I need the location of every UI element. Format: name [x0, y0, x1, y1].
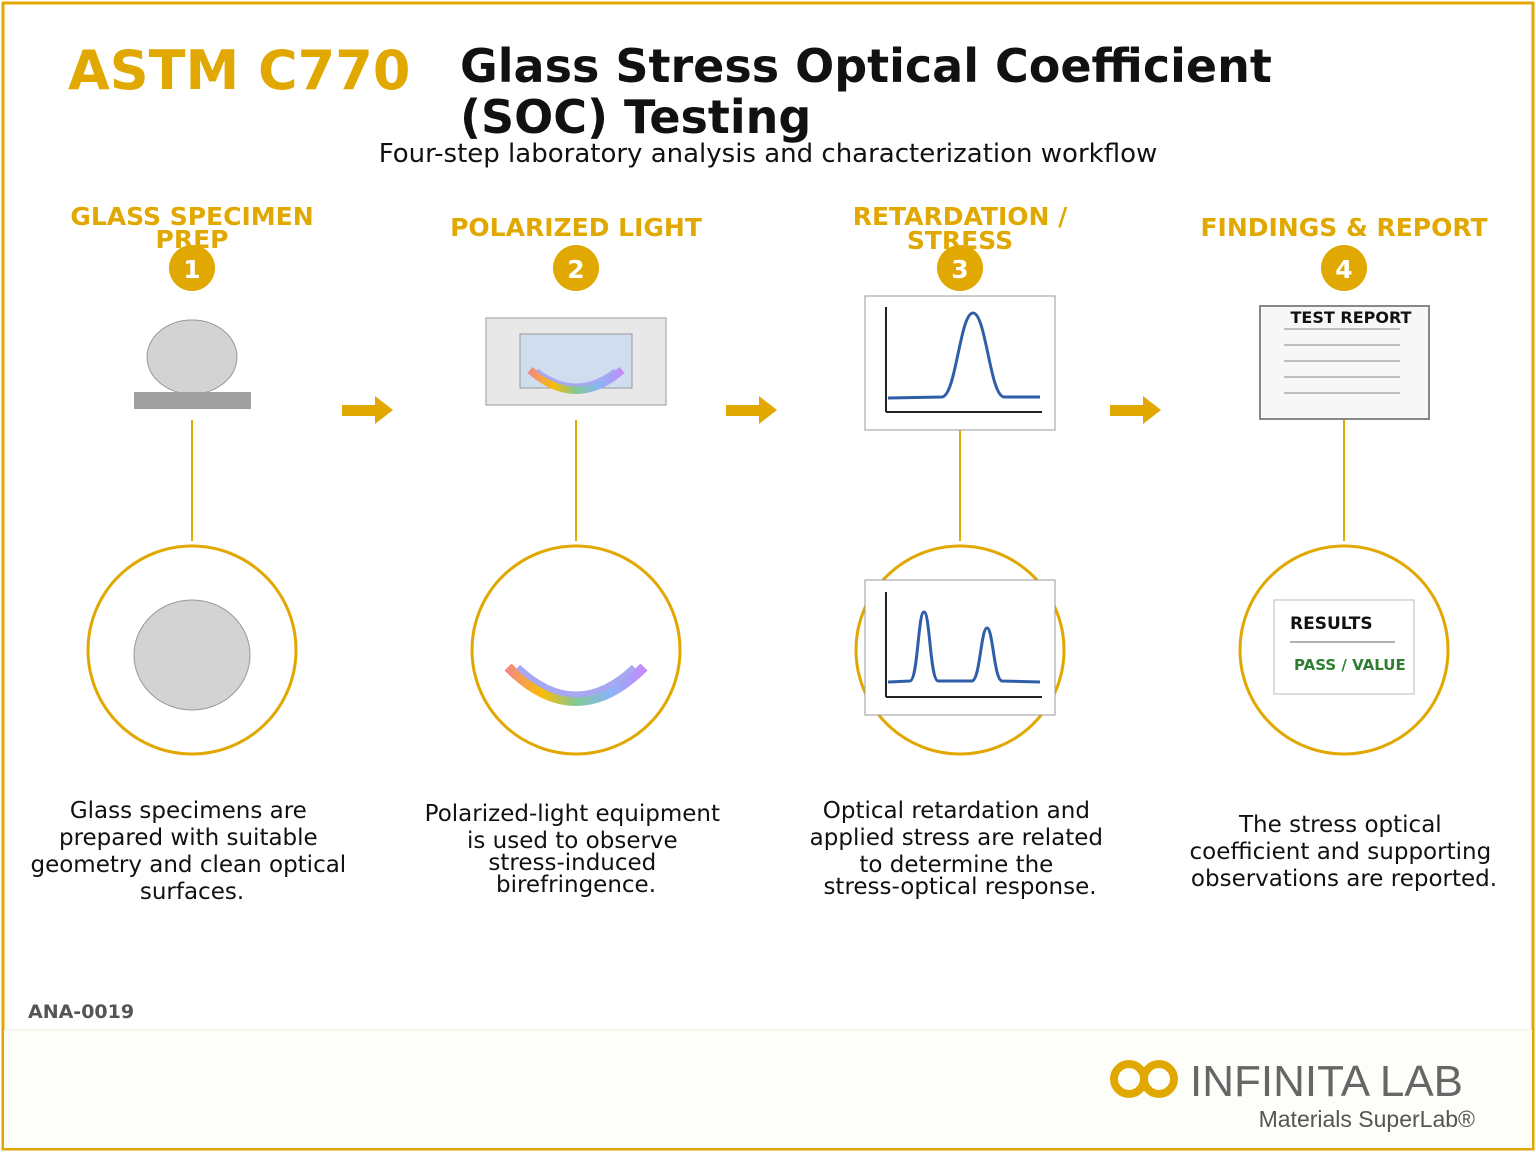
- step-4: FINDINGS & REPORT 4 TEST REPORT RESULTS …: [1190, 213, 1499, 892]
- step-2-number-badge: [553, 245, 599, 291]
- step-2-title: POLARIZED LIGHT: [450, 213, 702, 242]
- step-2-description: Polarized-light equipment is used to obs…: [425, 801, 728, 898]
- birefringence-fringe-icon: [504, 663, 648, 706]
- double-peak-plot-icon: [864, 579, 1056, 716]
- step-1-title-line1: GLASS SPECIMEN: [70, 202, 313, 231]
- step-2-number: 2: [567, 255, 584, 284]
- step-4-number: 4: [1335, 255, 1352, 284]
- step-2: POLARIZED LIGHT 2 Polarized-light equipm…: [425, 213, 728, 898]
- polariscope-icon: [485, 317, 667, 406]
- report-title: TEST REPORT: [1291, 308, 1412, 327]
- step-4-description: The stress optical coefficient and suppo…: [1190, 812, 1499, 892]
- step-4-number-badge: [1321, 245, 1367, 291]
- step-3: RETARDATION / STRESS 3 Optical retardati…: [810, 202, 1111, 900]
- document-id: ANA-0019: [28, 1001, 134, 1023]
- step-1-number: 1: [183, 255, 200, 284]
- step-1: GLASS SPECIMEN PREP 1 Glass specimens ar…: [30, 202, 353, 905]
- arrow-right-icon: [726, 396, 777, 424]
- arrow-right-icon: [342, 396, 393, 424]
- step-1-number-badge: [169, 245, 215, 291]
- step-3-description: Optical retardation and applied stress a…: [810, 798, 1111, 900]
- results-title: RESULTS: [1290, 614, 1373, 634]
- results-value: PASS / VALUE: [1294, 656, 1406, 674]
- page-title-line1: Glass Stress Optical Coefficient: [460, 39, 1272, 93]
- single-peak-plot-icon: [864, 295, 1056, 431]
- step-3-title-line1: RETARDATION /: [853, 202, 1068, 231]
- step-2-detail-circle: [470, 544, 682, 756]
- step-3-number-badge: [937, 245, 983, 291]
- footer-band: [4, 1030, 1532, 1148]
- step-4-title: FINDINGS & REPORT: [1200, 213, 1487, 242]
- test-report-document-icon: TEST REPORT: [1259, 305, 1430, 420]
- arrow-right-icon: [1110, 396, 1161, 424]
- brand-tagline: Materials SuperLab®: [1259, 1106, 1475, 1132]
- infinita-lab-logo: INFINITA LAB Materials SuperLab®: [1110, 1057, 1475, 1132]
- specimen-disc-icon: [133, 599, 251, 711]
- results-card: RESULTS PASS / VALUE: [1273, 599, 1415, 695]
- glass-specimen-icon: [134, 319, 251, 409]
- step-3-number: 3: [951, 255, 968, 284]
- brand-name: INFINITA LAB: [1190, 1057, 1463, 1106]
- infinity-icon: [1110, 1060, 1178, 1098]
- page-subtitle: Four-step laboratory analysis and charac…: [379, 139, 1158, 169]
- page-title-line2: (SOC) Testing: [460, 90, 811, 144]
- step-1-description: Glass specimens are prepared with suitab…: [30, 798, 353, 905]
- standard-code: ASTM C770: [68, 39, 410, 102]
